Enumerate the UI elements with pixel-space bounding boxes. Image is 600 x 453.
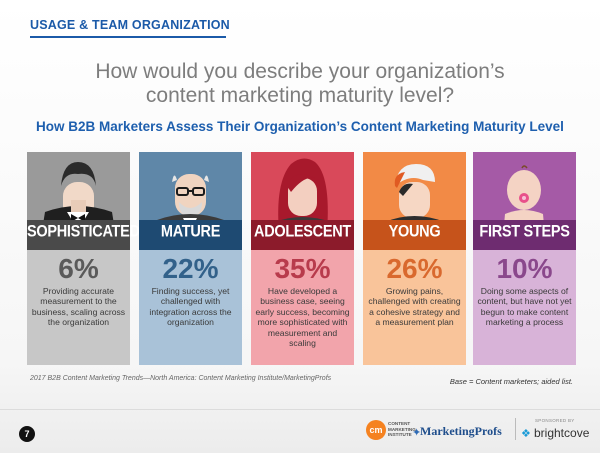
cmi-wordmark: CONTENT MARKETING INSTITUTE [388, 421, 416, 438]
maturity-percent: 26% [386, 253, 443, 284]
brightcove-logo: brightcove [534, 426, 590, 440]
maturity-description: Doing some aspects of content, but have … [477, 286, 572, 328]
maturity-card-body [473, 250, 576, 365]
source-note: 2017 B2B Content Marketing Trends—North … [30, 375, 332, 382]
maturity-cards: SOPHISTICATED 6% Providing accurate meas… [27, 152, 576, 365]
maturity-description: Finding success, yet challenged with int… [149, 286, 232, 328]
maturity-percent: 6% [58, 253, 99, 284]
maturity-description: Providing accurate measurement to the bu… [31, 286, 126, 328]
maturity-description: Have developed a business case, seeing e… [255, 286, 350, 349]
maturity-percent: 22% [162, 253, 219, 284]
maturity-card-mature: MATURE 22% Finding success, yet challeng… [139, 152, 242, 365]
maturity-label-band [363, 220, 466, 250]
marketingprofs-mark-icon: ✦ [412, 427, 422, 439]
cmi-word-1: CONTENT [388, 421, 411, 426]
maturity-card-first-steps: FIRST STEPS 10% Doing some aspects of co… [473, 152, 576, 365]
question-line-2: content marketing maturity level? [145, 84, 455, 107]
maturity-label: FIRST STEPS [479, 222, 570, 242]
maturity-label: YOUNG [388, 222, 441, 242]
cmi-word-3: INSTITUTE [388, 432, 412, 438]
logo-divider [515, 418, 516, 440]
footer-divider [0, 409, 600, 410]
maturity-card-body [27, 250, 130, 365]
marketingprofs-logo: MarketingProfs [420, 424, 502, 438]
sponsored-by-label: SPONSORED BY [535, 418, 575, 423]
maturity-label: MATURE [160, 222, 221, 242]
maturity-card-sophisticated: SOPHISTICATED 6% Providing accurate meas… [27, 152, 140, 365]
maturity-label-band [27, 220, 130, 250]
section-tag: USAGE & TEAM ORGANIZATION [30, 18, 230, 32]
base-note: Base = Content marketers; aided list. [449, 377, 573, 386]
maturity-description: Growing pains, challenged with creating … [368, 286, 461, 328]
brightcove-mark-icon: ❖ [521, 428, 531, 440]
maturity-percent: 35% [274, 253, 331, 284]
maturity-card-body [139, 250, 242, 365]
maturity-percent: 10% [496, 253, 553, 284]
maturity-label: SOPHISTICATED [27, 222, 140, 242]
question-heading: How would you describe your organization… [0, 60, 600, 108]
maturity-label-band [473, 220, 576, 250]
chart-subtitle: How B2B Marketers Assess Their Organizat… [36, 119, 564, 134]
cmi-logo: cm CONTENT MARKETING INSTITUTE [366, 417, 416, 445]
question-line-1: How would you describe your organization… [95, 60, 505, 83]
cmi-mark: cm [366, 420, 386, 440]
maturity-card-body [251, 250, 354, 365]
maturity-card-body [363, 250, 466, 365]
maturity-label-band [251, 220, 354, 250]
maturity-card-adolescent: ADOLESCENT 35% Have developed a business… [251, 152, 354, 365]
cmi-word-2: MARKETING [388, 426, 416, 432]
maturity-label: ADOLESCENT [254, 222, 351, 242]
maturity-card-young: YOUNG 26% Growing pains, challenged with… [363, 152, 466, 365]
section-underline [30, 36, 226, 38]
maturity-label-band [139, 220, 242, 250]
page-number: 7 [19, 426, 35, 442]
